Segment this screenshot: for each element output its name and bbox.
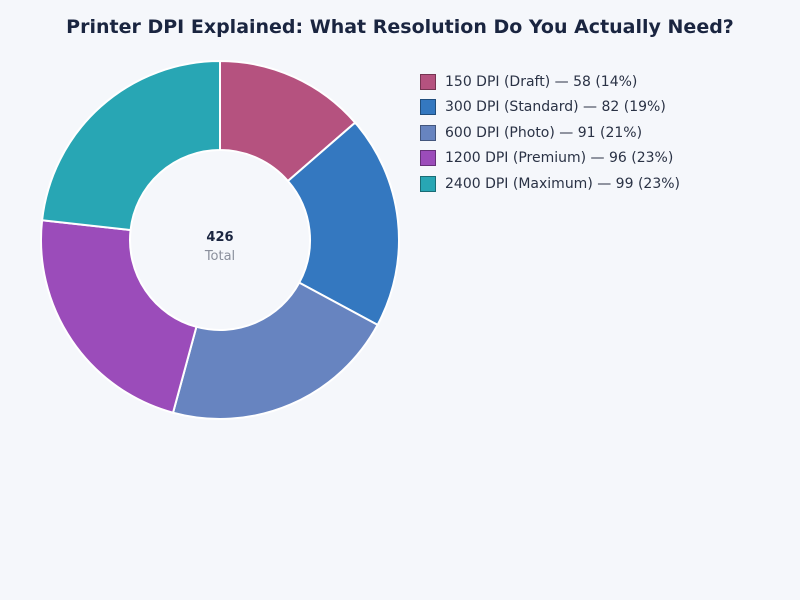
legend-item: 150 DPI (Draft) — 58 (14%) bbox=[420, 69, 680, 95]
slice-4 bbox=[40, 59, 221, 232]
legend-swatch bbox=[420, 124, 436, 141]
legend-item: 300 DPI (Standard) — 82 (19%) bbox=[420, 95, 680, 121]
center-total-value: 426 bbox=[206, 230, 233, 245]
slice-1 bbox=[286, 121, 400, 327]
legend-label: 2400 DPI (Maximum) — 99 (23%) bbox=[445, 175, 680, 192]
legend-item: 1200 DPI (Premium) — 96 (23%) bbox=[420, 146, 680, 172]
legend-swatch bbox=[420, 175, 436, 192]
legend-label: 600 DPI (Photo) — 91 (21%) bbox=[445, 124, 643, 141]
legend-item: 2400 DPI (Maximum) — 99 (23%) bbox=[420, 171, 680, 197]
legend-label: 1200 DPI (Premium) — 96 (23%) bbox=[445, 150, 674, 167]
slice-3 bbox=[40, 219, 198, 414]
slice-2 bbox=[171, 281, 379, 420]
legend-item: 600 DPI (Photo) — 91 (21%) bbox=[420, 120, 680, 146]
legend-swatch bbox=[420, 99, 436, 116]
legend-label: 150 DPI (Draft) — 58 (14%) bbox=[445, 73, 638, 90]
chart-title: Printer DPI Explained: What Resolution D… bbox=[66, 16, 734, 38]
legend: 150 DPI (Draft) — 58 (14%) 300 DPI (Stand… bbox=[420, 69, 680, 197]
legend-swatch bbox=[420, 73, 436, 90]
center-total-label: Total bbox=[204, 249, 235, 264]
legend-swatch bbox=[420, 150, 436, 167]
legend-label: 300 DPI (Standard) — 82 (19%) bbox=[445, 99, 666, 116]
